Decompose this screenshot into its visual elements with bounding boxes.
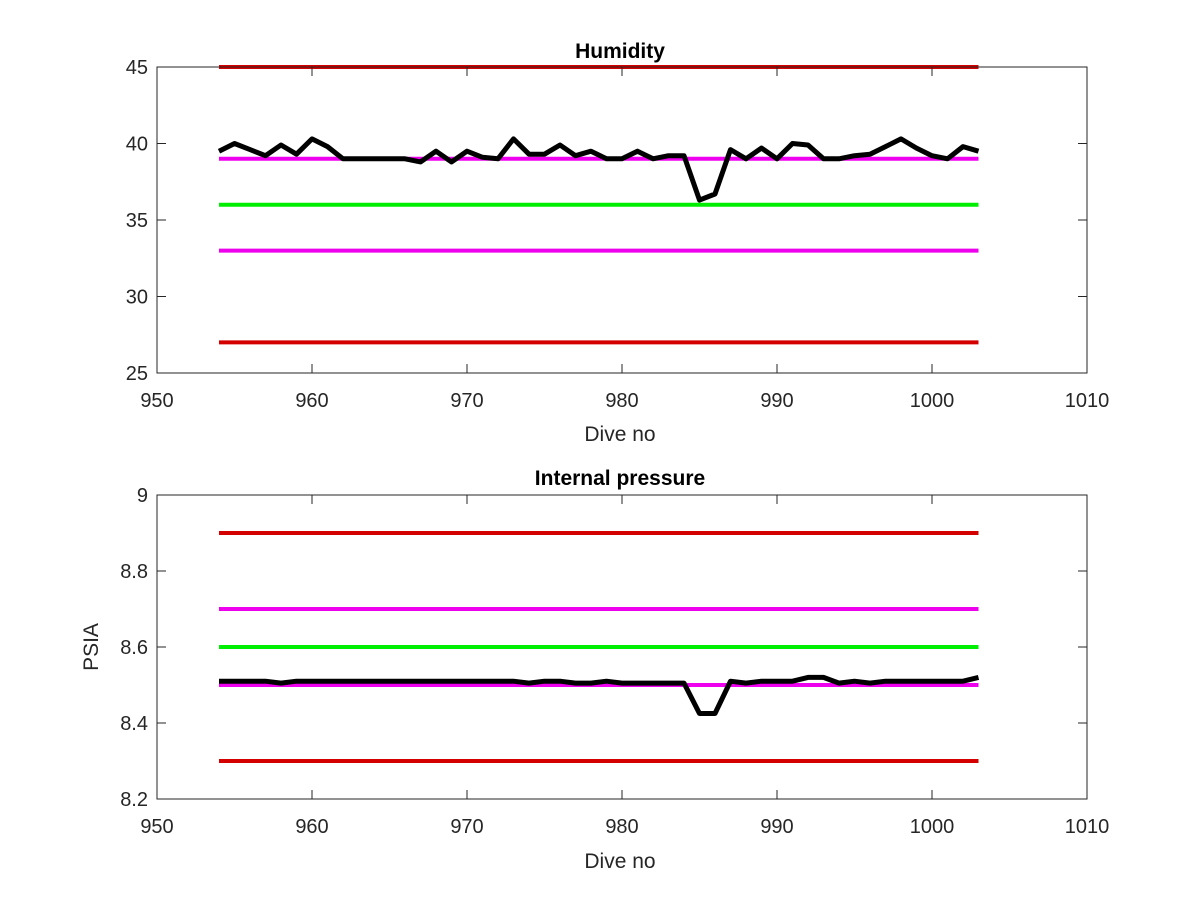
pressure-x-tick-label: 970: [450, 816, 483, 838]
humidity-y-tick-label: 40: [126, 134, 148, 156]
humidity-panel: Humidity 950 960 970 980 990 1000 1010 25 30 35 40…: [126, 40, 1110, 446]
pressure-ticks: 950 960 970 980 990 1000 1010 8.2 8.4 8.6 8.8 9: [120, 485, 1109, 838]
humidity-series-line-0: [217, 136, 980, 203]
humidity-x-tick-label: 980: [605, 390, 638, 412]
pressure-series-line-0: [219, 674, 980, 716]
pressure-y-tick-label: 8.2: [120, 789, 148, 811]
humidity-y-tick-label: 30: [126, 287, 148, 309]
humidity-x-tick-label: 1010: [1065, 390, 1110, 412]
humidity-title: Humidity: [575, 40, 665, 63]
pressure-x-tick-label: 1010: [1065, 816, 1110, 838]
humidity-x-axis-label: Dive no: [584, 423, 655, 446]
pressure-x-tick-label: 990: [760, 816, 793, 838]
pressure-x-axis-label: Dive no: [584, 850, 655, 873]
humidity-y-tick-label: 45: [126, 57, 148, 79]
humidity-plot-lines: [217, 65, 980, 345]
humidity-x-tick-label: 1000: [910, 390, 955, 412]
humidity-x-tick-label: 970: [450, 390, 483, 412]
humidity-ticks: 950 960 970 980 990 1000 1010 25 30 35 40 45: [126, 57, 1110, 412]
pressure-panel: Internal pressure 950 960 970 980 990 1000 101…: [80, 467, 1109, 873]
pressure-y-tick-label: 8.8: [120, 561, 148, 583]
humidity-x-tick-label: 990: [760, 390, 793, 412]
pressure-x-tick-label: 980: [605, 816, 638, 838]
pressure-x-tick-label: 1000: [910, 816, 955, 838]
pressure-title: Internal pressure: [535, 467, 705, 490]
pressure-plot-lines: [219, 531, 980, 763]
pressure-x-tick-label: 950: [140, 816, 173, 838]
humidity-axes-box: [156, 66, 1088, 374]
humidity-y-tick-label: 25: [126, 363, 148, 385]
humidity-x-tick-label: 960: [295, 390, 328, 412]
pressure-x-tick-label: 960: [295, 816, 328, 838]
pressure-y-axis-label: PSIA: [80, 623, 103, 671]
pressure-y-tick-label: 8.4: [120, 713, 148, 735]
pressure-y-tick-label: 8.6: [120, 637, 148, 659]
humidity-y-tick-label: 35: [126, 210, 148, 232]
pressure-y-tick-label: 9: [137, 485, 148, 507]
humidity-x-tick-label: 950: [140, 390, 173, 412]
